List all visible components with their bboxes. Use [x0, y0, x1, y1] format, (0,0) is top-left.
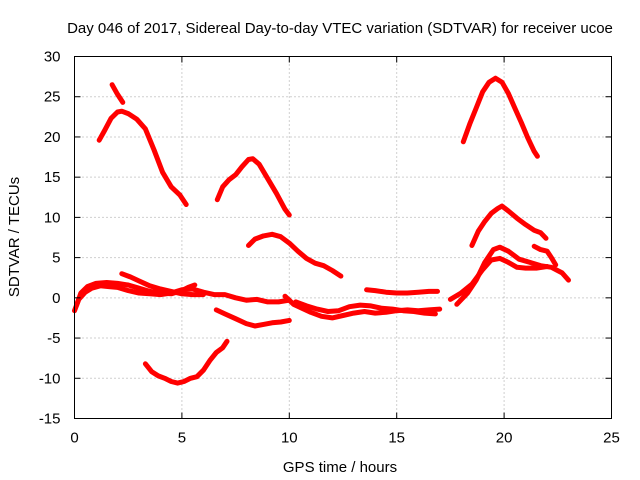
x-tick-label: 25: [603, 430, 620, 447]
y-axis-label: SDTVAR / TECUs: [6, 177, 23, 297]
x-tick-label: 20: [496, 430, 513, 447]
series-line-arc-8: [119, 271, 206, 298]
series-line-arc-11: [293, 299, 438, 317]
series-line-arc-4: [246, 231, 344, 279]
series-line-arc-3: [214, 156, 292, 218]
series-line-arc-12: [364, 287, 440, 296]
plot-border: [74, 56, 612, 419]
y-tick-label: 0: [52, 290, 60, 307]
y-tick-label: -15: [39, 411, 61, 428]
y-tick-label: -5: [47, 330, 60, 347]
x-tick-label: 10: [281, 430, 298, 447]
x-tick-label: 5: [178, 430, 186, 447]
chart-title: Day 046 of 2017, Sidereal Day-to-day VTE…: [67, 20, 613, 37]
chart-axes-ticks: 0 5 10 15 20 25 -15 -10 -5 0 5 10 15 20 25 30: [39, 49, 620, 447]
chart-grid: [74, 56, 612, 419]
chart-series-group: [72, 75, 571, 386]
x-axis-label: GPS time / hours: [283, 459, 397, 476]
series-line-arc-15: [447, 255, 550, 302]
series-line-arc-16: [454, 244, 571, 307]
y-tick-label: 20: [44, 129, 61, 146]
series-line-arc-1: [109, 82, 126, 105]
y-tick-label: 5: [52, 250, 60, 267]
series-line-arc-13: [460, 75, 540, 159]
series-line-arc-9: [213, 307, 292, 329]
y-tick-label: -10: [39, 370, 61, 387]
y-tick-label: 10: [44, 209, 61, 226]
y-tick-label: 25: [44, 89, 61, 106]
y-tick-label: 15: [44, 169, 61, 186]
x-tick-label: 0: [70, 430, 78, 447]
x-tick-label: 15: [388, 430, 405, 447]
series-line-arc-14: [469, 203, 549, 248]
series-line-arc-2: [96, 108, 189, 207]
series-line-arc-17: [531, 243, 559, 268]
y-tick-label: 30: [44, 49, 61, 66]
series-line-arc-5: [142, 338, 230, 386]
